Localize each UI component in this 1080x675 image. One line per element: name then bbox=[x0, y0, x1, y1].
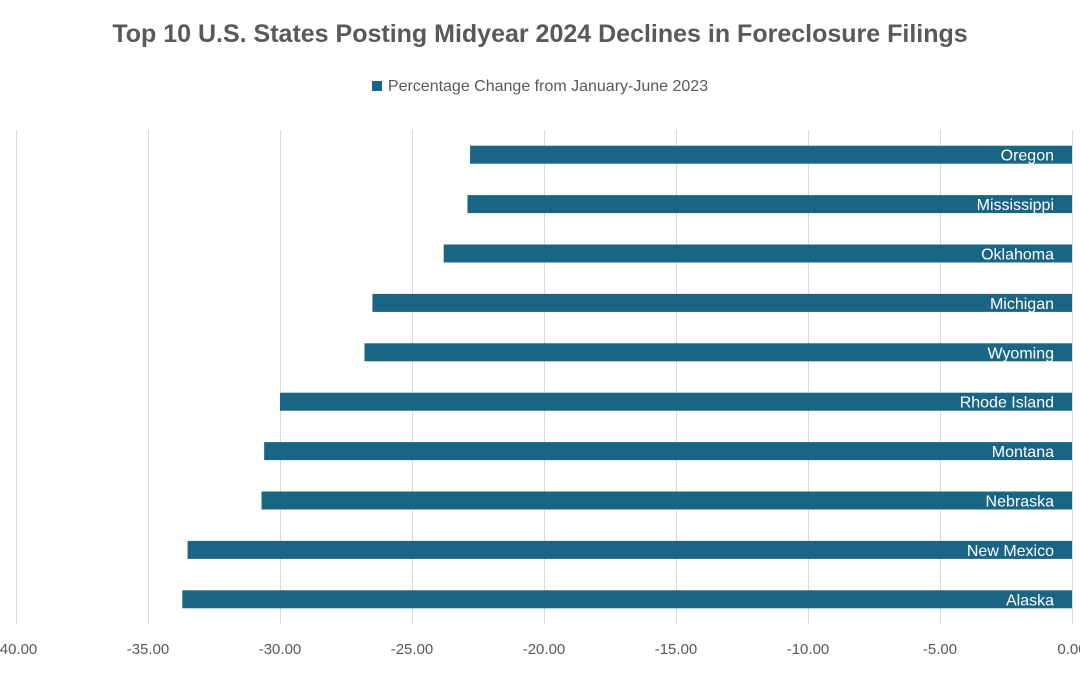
x-tick-label: -30.00 bbox=[259, 641, 302, 658]
bar-labels: Oregon Mississippi Oklahoma Michigan Wyoming… bbox=[960, 148, 1054, 610]
bar-category-label: New Mexico bbox=[967, 543, 1054, 560]
legend: Percentage Change from January-June 2023 bbox=[0, 78, 1080, 96]
bar-category-label: Rhode Island bbox=[960, 395, 1054, 412]
bar bbox=[261, 491, 1072, 510]
x-tick-label: -25.00 bbox=[391, 641, 434, 658]
x-tick-label: -15.00 bbox=[655, 641, 698, 658]
bar bbox=[467, 195, 1072, 214]
legend-swatch bbox=[371, 80, 382, 91]
x-tick-label: -5.00 bbox=[923, 641, 957, 658]
bar bbox=[364, 343, 1073, 362]
bar-category-label: Oklahoma bbox=[981, 247, 1054, 264]
bar bbox=[470, 145, 1073, 164]
x-tick-label: -20.00 bbox=[523, 641, 566, 658]
bar-category-label: Oregon bbox=[1001, 148, 1054, 165]
x-tick-label: -10.00 bbox=[787, 641, 830, 658]
bar bbox=[372, 293, 1072, 312]
x-tick-label: -40.00 bbox=[0, 641, 37, 658]
x-axis-tick-labels: -40.00 -35.00 -30.00 -25.00 -20.00 -15.00 -10.… bbox=[0, 641, 1080, 658]
bar bbox=[443, 244, 1072, 263]
bar-category-label: Montana bbox=[992, 444, 1054, 461]
x-tick-label: -35.00 bbox=[127, 641, 170, 658]
bar-category-label: Michigan bbox=[990, 296, 1054, 313]
bar bbox=[280, 392, 1072, 411]
bar-category-label: Wyoming bbox=[987, 345, 1054, 362]
bar-category-label: Alaska bbox=[1006, 592, 1054, 609]
bar bbox=[182, 590, 1072, 609]
legend-label: Percentage Change from January-June 2023 bbox=[387, 78, 709, 95]
bars bbox=[182, 145, 1073, 609]
x-tick-label: 0.00 bbox=[1057, 641, 1080, 658]
bar bbox=[264, 442, 1072, 461]
bar-category-label: Nebraska bbox=[986, 494, 1055, 511]
bar bbox=[187, 540, 1073, 559]
bar-category-label: Mississippi bbox=[977, 197, 1054, 214]
chart-title: Top 10 U.S. States Posting Midyear 2024 … bbox=[112, 20, 968, 48]
